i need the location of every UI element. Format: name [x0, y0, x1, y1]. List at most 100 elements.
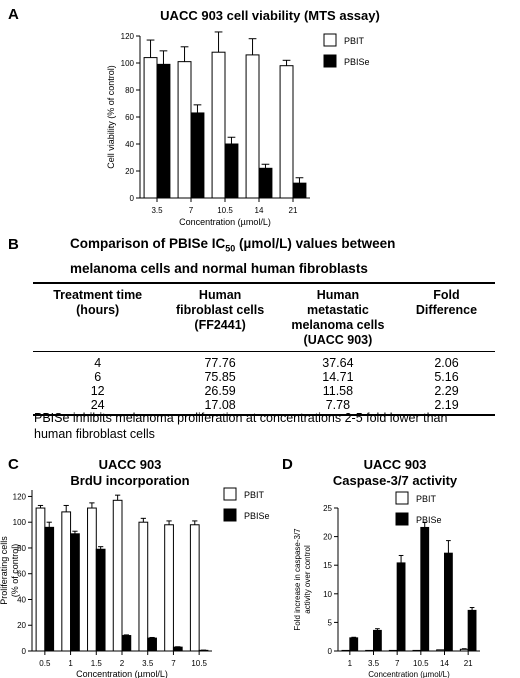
x-tick-label: 1: [68, 659, 73, 668]
bar-pbit: [436, 649, 446, 652]
legend-swatch-pbit: [323, 33, 337, 47]
x-tick-label: 14: [440, 659, 449, 668]
table-header-fibroblast: Human fibroblast cells (FF2441): [162, 282, 278, 352]
header-line: metastatic: [306, 303, 369, 317]
table-header-melanoma: Human metastatic melanoma cells (UACC 90…: [277, 282, 398, 352]
table-header-treatment-time: Treatment time (hours): [33, 282, 163, 352]
header-line: (UACC 903): [303, 333, 373, 347]
header-line: Human: [198, 288, 242, 302]
y-tick-label: 100: [121, 59, 135, 68]
legend-label-pbise: PBISe: [244, 511, 270, 521]
bar-pbit: [459, 648, 469, 652]
table-cell: 6: [94, 370, 102, 384]
y-tick-label: 20: [323, 533, 332, 542]
y-tick-label: 60: [125, 113, 134, 122]
panel-c-title-line1: UACC 903: [98, 457, 162, 472]
y-tick-label: 80: [17, 544, 26, 553]
header-line: Difference: [415, 303, 478, 317]
y-tick-label: 25: [323, 504, 332, 513]
panel-b-title-part2: (µmol/L) values between: [235, 236, 396, 251]
x-tick-label: 10.5: [413, 659, 429, 668]
table-row: 4 77.76 37.64 2.06: [33, 352, 495, 371]
legend-swatch-pbise: [395, 512, 409, 526]
legend-label-pbise: PBISe: [416, 515, 442, 525]
x-tick-label: 7: [171, 659, 176, 668]
panel-c-title: UACC 903 BrdU incorporation: [40, 457, 220, 489]
table-cell: 5.16: [434, 370, 459, 384]
x-tick-label: 21: [289, 206, 298, 215]
table-cell: 7.78: [277, 398, 398, 416]
table-cell: 14.71: [322, 370, 354, 384]
y-tick-label: 0: [130, 194, 135, 203]
y-tick-label: 120: [121, 32, 135, 41]
bar-pbise: [444, 552, 453, 652]
header-line: melanoma cells: [291, 318, 385, 332]
y-tick-label: 40: [125, 140, 134, 149]
panel-d-title-line2: Caspase-3/7 activity: [332, 473, 458, 488]
y-axis-label: activity over control: [303, 545, 312, 614]
y-tick-label: 20: [125, 167, 134, 176]
x-tick-label: 21: [464, 659, 473, 668]
x-tick-label: 1.5: [91, 659, 103, 668]
x-tick-label: 2: [120, 659, 125, 668]
y-tick-label: 40: [17, 595, 26, 604]
x-axis-label: Concentration (µmol/L): [368, 670, 450, 678]
table-header-fold-difference: Fold Difference: [397, 282, 495, 352]
x-tick-label: 7: [395, 659, 400, 668]
table-cell: 2.29: [434, 384, 459, 398]
panel-b-title-line2: melanoma cells and normal human fibrobla…: [70, 260, 368, 276]
table-cell: 37.64: [322, 356, 354, 370]
x-tick-label: 3.5: [151, 206, 163, 215]
y-axis-label: Fold increase in caspase-3/7: [293, 528, 302, 631]
x-tick-label: 10.5: [217, 206, 233, 215]
chart-a-viability: 0 20 40 60 80 100 120 3.5 7 10.5 14 21 Concentration…: [106, 31, 370, 227]
table-cell: 77.76: [204, 356, 236, 370]
legend-swatch-pbit: [223, 487, 237, 501]
legend-swatch-pbise: [223, 508, 237, 522]
x-tick-label: 14: [255, 206, 264, 215]
table-cell: 24: [33, 398, 163, 416]
panel-letter-d: D: [282, 456, 293, 473]
ic50-table: Treatment time (hours) Human fibroblast …: [33, 282, 495, 416]
table-cell: 17.08: [162, 398, 278, 416]
header-line: Human: [316, 288, 360, 302]
x-axis-label: Concentration (µmol/L): [76, 669, 168, 678]
y-tick-label: 20: [17, 621, 26, 630]
x-tick-label: 1: [348, 659, 353, 668]
legend-swatch-pbit: [395, 491, 409, 505]
x-tick-label: 3.5: [368, 659, 380, 668]
x-tick-label: 7: [189, 206, 194, 215]
x-axis-label: Concentration (µmol/L): [179, 217, 271, 227]
y-tick-label: 5: [328, 618, 333, 627]
table-cell: 4: [94, 356, 102, 370]
table-row: 12 26.59 11.58 2.29: [33, 384, 495, 398]
y-tick-label: 80: [125, 86, 134, 95]
panel-letter-c: C: [8, 456, 19, 473]
y-tick-label: 60: [17, 570, 26, 579]
y-tick-label: 0: [328, 647, 333, 656]
header-line: fibroblast cells: [175, 303, 265, 317]
legend-label-pbit: PBIT: [244, 490, 265, 500]
table-footnote: PBISe inhibits melanoma proliferation at…: [34, 411, 448, 441]
panel-d-title-line1: UACC 903: [363, 457, 427, 472]
table-cell: 12: [90, 384, 105, 398]
legend-label-pbit: PBIT: [416, 494, 437, 504]
header-line: (FF2441): [194, 318, 246, 332]
bar-pbise: [349, 637, 359, 652]
x-tick-label: 0.5: [39, 659, 51, 668]
x-tick-label: 10.5: [191, 659, 207, 668]
header-line: Treatment time: [53, 288, 143, 302]
panel-b-title-part1: Comparison of PBISe IC: [70, 236, 226, 251]
y-tick-label: 0: [22, 647, 27, 656]
table-row: 6 75.85 14.71 5.16: [33, 370, 495, 384]
bar-pbise: [396, 562, 406, 652]
table-row: 24 17.08 7.78 2.19: [33, 398, 495, 416]
table-cell: 11.58: [322, 384, 354, 398]
bar-pbise: [420, 526, 430, 652]
legend-label-pbise: PBISe: [344, 57, 370, 67]
header-line: Fold: [433, 288, 460, 302]
legend-label-pbit: PBIT: [344, 36, 365, 46]
table-cell: 75.85: [204, 370, 236, 384]
